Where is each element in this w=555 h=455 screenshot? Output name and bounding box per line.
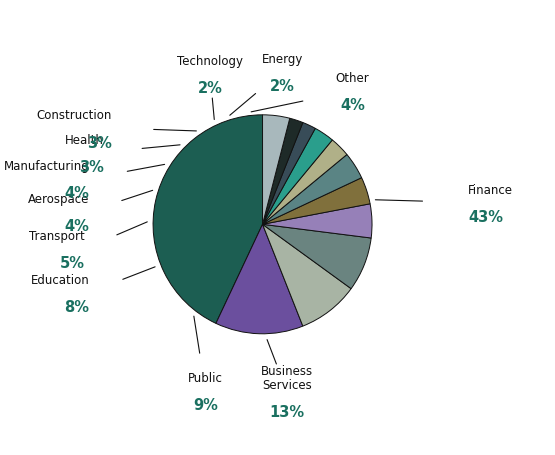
Wedge shape xyxy=(263,128,332,224)
Text: Technology: Technology xyxy=(177,55,243,68)
Text: 2%: 2% xyxy=(198,81,223,96)
Wedge shape xyxy=(263,224,351,326)
Text: 2%: 2% xyxy=(270,79,295,94)
Wedge shape xyxy=(153,115,263,324)
Text: Other: Other xyxy=(335,72,369,85)
Wedge shape xyxy=(263,118,303,224)
Text: 5%: 5% xyxy=(60,256,85,271)
Wedge shape xyxy=(263,155,362,224)
Text: Public: Public xyxy=(188,372,223,385)
Text: Energy: Energy xyxy=(261,52,303,66)
Text: Manufacturing: Manufacturing xyxy=(4,160,89,173)
Text: 9%: 9% xyxy=(193,399,218,414)
Text: Education: Education xyxy=(31,274,89,287)
Text: Services: Services xyxy=(262,379,311,392)
Text: Finance: Finance xyxy=(468,184,513,197)
Wedge shape xyxy=(263,122,315,224)
Wedge shape xyxy=(263,178,370,224)
Wedge shape xyxy=(263,224,371,288)
Text: 4%: 4% xyxy=(65,186,89,201)
Text: 8%: 8% xyxy=(64,300,89,315)
Text: 3%: 3% xyxy=(79,160,104,175)
Text: 4%: 4% xyxy=(65,219,89,234)
Text: 4%: 4% xyxy=(340,98,365,113)
Text: 13%: 13% xyxy=(269,405,304,420)
Wedge shape xyxy=(263,204,372,238)
Wedge shape xyxy=(216,224,303,334)
Text: Transport: Transport xyxy=(29,230,85,243)
Wedge shape xyxy=(263,115,290,224)
Text: Health: Health xyxy=(65,134,104,147)
Text: Business: Business xyxy=(260,365,312,378)
Text: 43%: 43% xyxy=(468,210,503,225)
Text: 3%: 3% xyxy=(87,136,112,151)
Text: Construction: Construction xyxy=(36,110,112,122)
Wedge shape xyxy=(263,140,347,224)
Text: Aerospace: Aerospace xyxy=(28,192,89,206)
